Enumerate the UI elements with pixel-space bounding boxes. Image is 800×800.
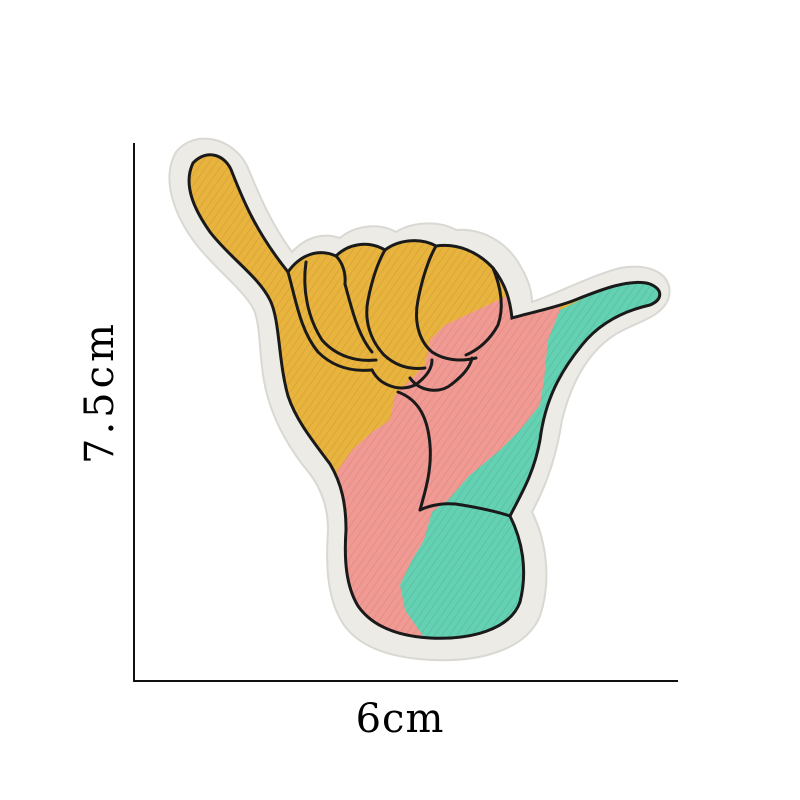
finger-outlines <box>286 244 512 518</box>
height-dimension-line <box>133 143 135 682</box>
width-label: 6cm <box>355 696 445 742</box>
width-dimension-line <box>133 680 678 682</box>
